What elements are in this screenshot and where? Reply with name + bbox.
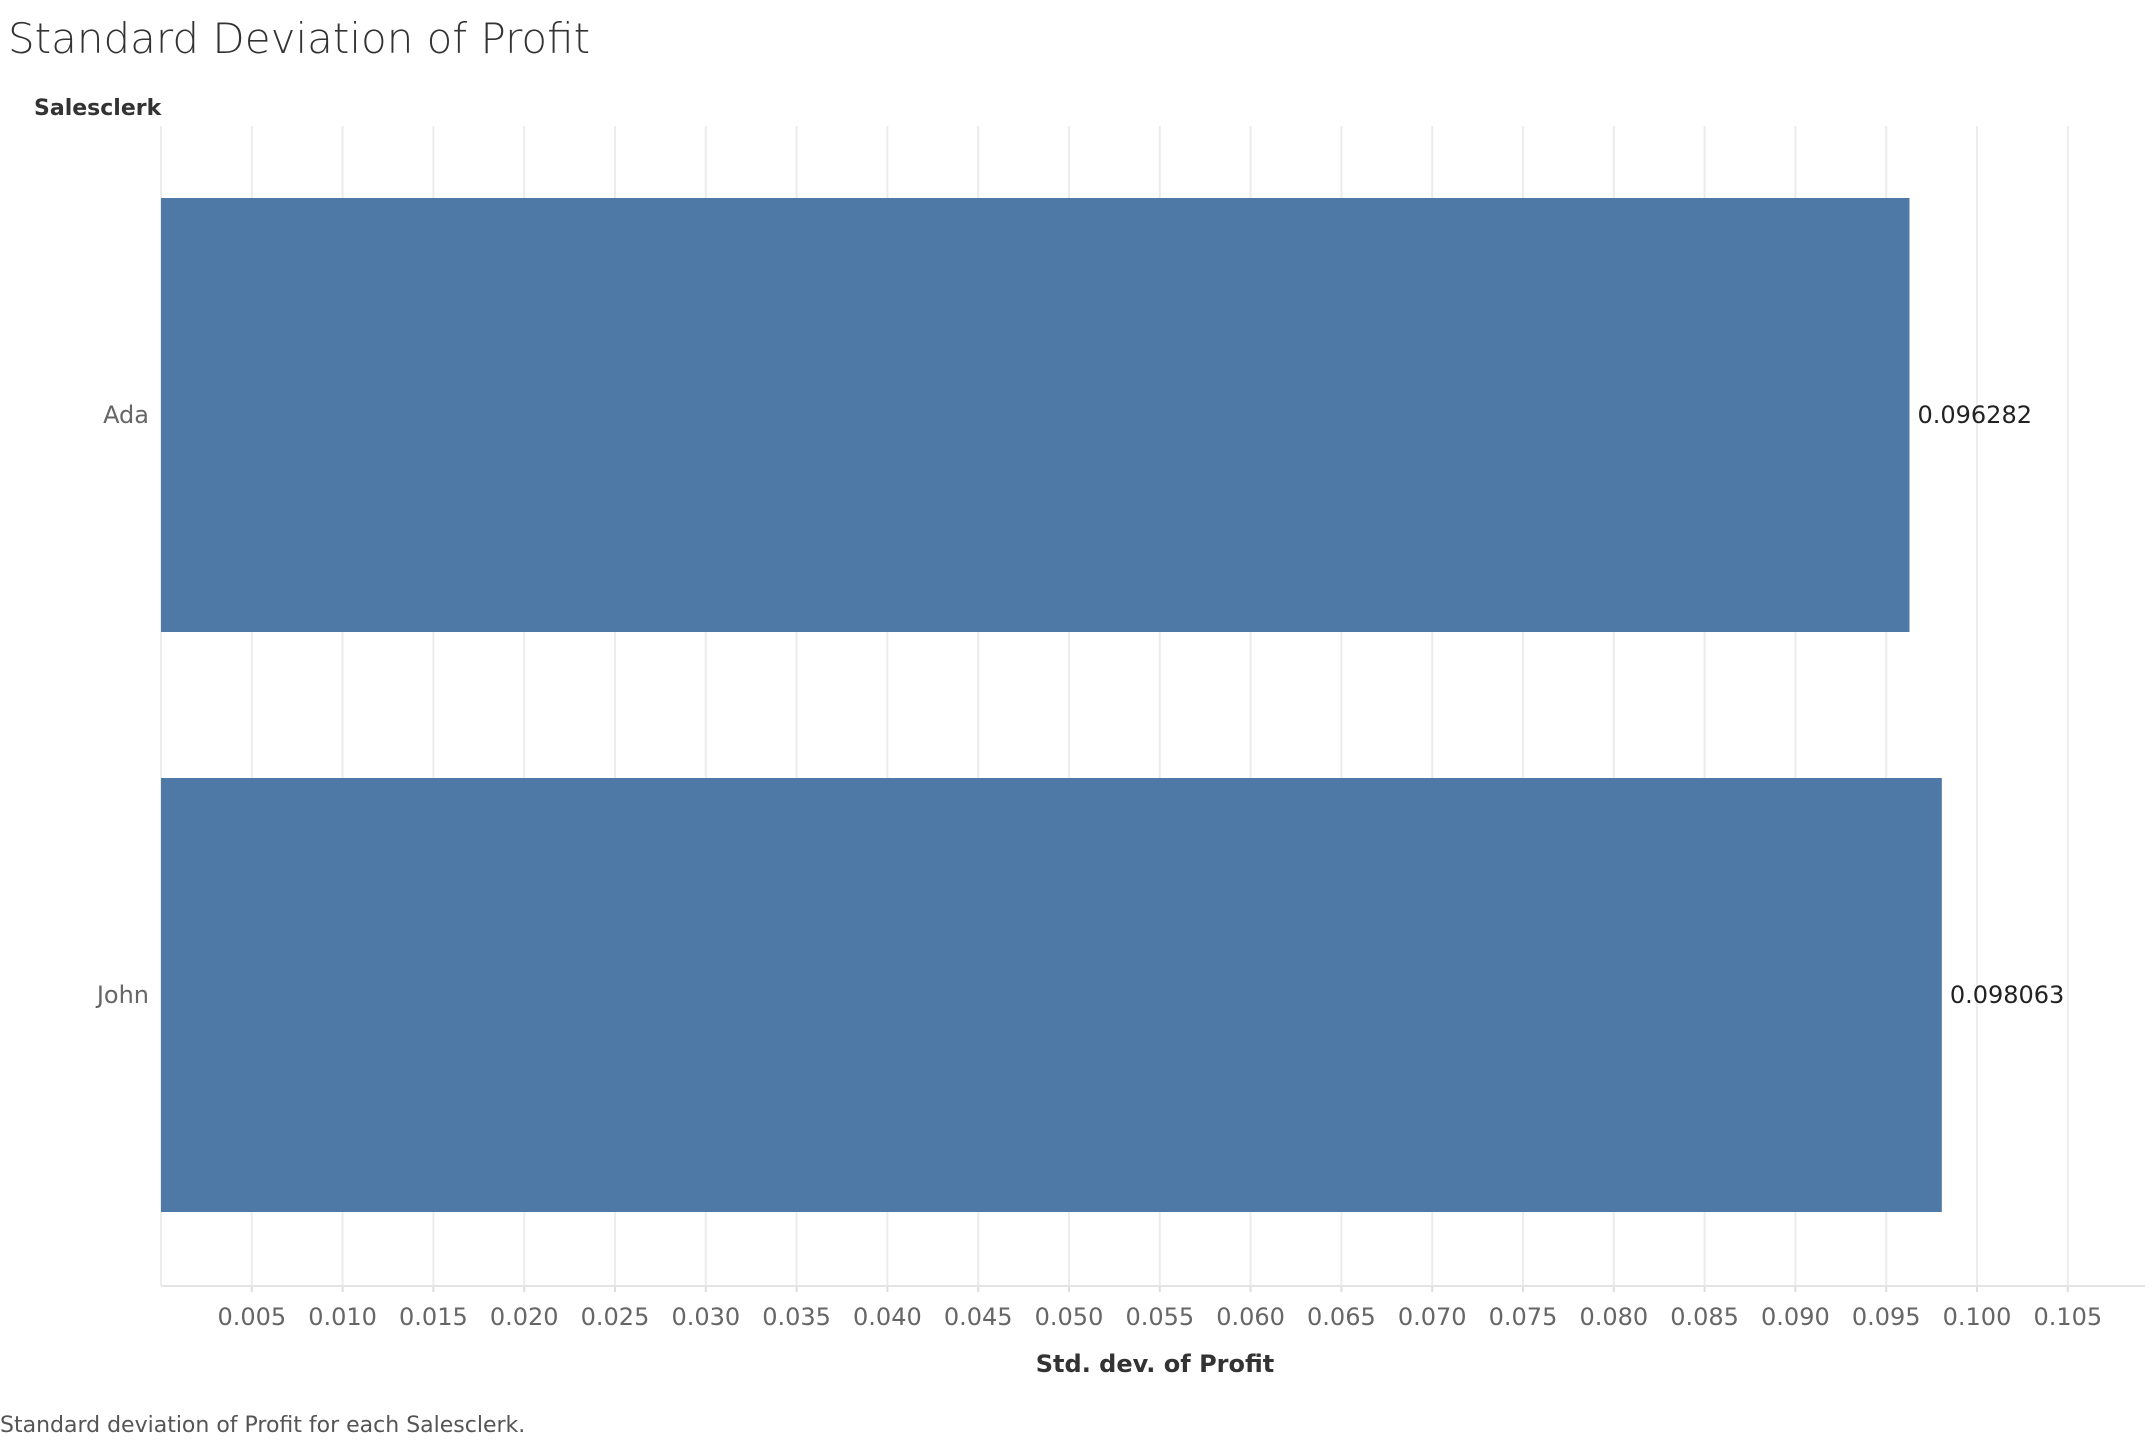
x-tick-label: 0.095 (1852, 1303, 1921, 1331)
x-tick-label: 0.065 (1307, 1303, 1376, 1331)
chart-caption: Standard deviation of Profit for each Sa… (0, 1413, 526, 1438)
data-label-ada: 0.096282 (1917, 401, 2032, 429)
x-tick-label: 0.085 (1670, 1303, 1739, 1331)
x-axis: 0.005 0.010 0.015 0.020 0.025 0.030 0.035 0.040… (161, 1285, 2145, 1331)
x-tick-label: 0.005 (217, 1303, 286, 1331)
x-tick-label: 0.045 (944, 1303, 1013, 1331)
x-tick-label: 0.070 (1398, 1303, 1467, 1331)
row-header-salesclerk: Salesclerk (34, 96, 162, 121)
y-axis-categories: Ada John (95, 401, 149, 1009)
data-labels: 0.096282 0.098063 (1917, 401, 2064, 1009)
x-tick-label: 0.080 (1579, 1303, 1648, 1331)
x-tick-label: 0.050 (1035, 1303, 1104, 1331)
x-tick-label: 0.090 (1761, 1303, 1830, 1331)
x-tick-label: 0.030 (671, 1303, 740, 1331)
x-tick-label: 0.015 (399, 1303, 468, 1331)
x-tick-label: 0.075 (1489, 1303, 1558, 1331)
x-tick-label: 0.055 (1125, 1303, 1194, 1331)
x-tick-label: 0.105 (2033, 1303, 2102, 1331)
x-tick-label: 0.020 (490, 1303, 559, 1331)
chart-title: Standard Deviation of Profit (8, 14, 591, 63)
x-tick-label: 0.035 (762, 1303, 831, 1331)
x-tick-label: 0.100 (1943, 1303, 2012, 1331)
x-tick-label: 0.010 (308, 1303, 377, 1331)
x-axis-title: Std. dev. of Profit (1036, 1350, 1275, 1378)
bar-ada[interactable] (161, 198, 1910, 632)
x-tick-label: 0.040 (853, 1303, 922, 1331)
x-tick-label: 0.060 (1216, 1303, 1285, 1331)
bar-john[interactable] (161, 778, 1942, 1212)
data-label-john: 0.098063 (1950, 981, 2065, 1009)
bars (161, 198, 1942, 1212)
category-label-ada: Ada (103, 401, 149, 429)
x-tick-label: 0.025 (581, 1303, 650, 1331)
category-label-john: John (95, 981, 149, 1009)
